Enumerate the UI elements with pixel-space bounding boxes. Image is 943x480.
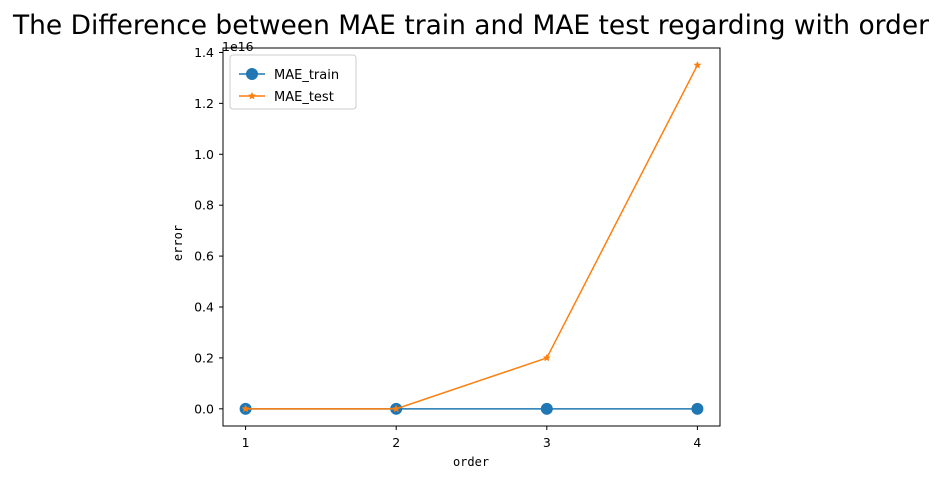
x-tick-label: 4 (693, 435, 701, 450)
data-point-mae-test (693, 60, 702, 69)
data-point-mae-train (540, 402, 553, 415)
x-tick-label: 1 (242, 435, 250, 450)
x-tick-label: 3 (543, 435, 551, 450)
y-tick-label: 1.0 (194, 147, 214, 162)
series-mae-test (241, 60, 702, 413)
y-tick-label: 0.2 (194, 350, 214, 365)
x-axis-label: order (453, 455, 489, 469)
legend-label-mae-test: MAE_test (274, 90, 334, 105)
y-tick-label: 1.4 (194, 45, 214, 60)
data-point-mae-test (392, 404, 401, 413)
legend-marker-mae-train (246, 68, 258, 80)
x-axis-ticks: 1 2 3 4 (242, 426, 701, 450)
y-tick-label: 0.8 (194, 198, 214, 213)
series-layer (239, 60, 704, 415)
chart-title: The Difference between MAE train and MAE… (12, 10, 930, 41)
legend-entry-mae-test: MAE_test (239, 90, 334, 105)
axes-frame (222, 47, 721, 427)
data-point-mae-test (241, 404, 250, 413)
y-tick-label: 0.0 (194, 401, 214, 416)
y-tick-label: 1.2 (194, 96, 214, 111)
y-tick-label: 0.4 (194, 300, 214, 315)
data-point-mae-train (691, 402, 704, 415)
plot-area (222, 47, 721, 427)
y-axis-label: error (171, 225, 185, 261)
legend: MAE_train MAE_test (229, 54, 357, 110)
series-line-mae-test (245, 64, 699, 410)
y-tick-label: 0.6 (194, 249, 214, 264)
y-offset-label: 1e16 (222, 39, 254, 54)
legend-marker-mae-test (247, 91, 257, 100)
x-tick-label: 2 (392, 435, 400, 450)
y-axis-ticks: 0.0 0.2 0.4 0.6 0.8 1.0 1.2 1.4 (194, 45, 223, 416)
legend-label-mae-train: MAE_train (274, 68, 339, 83)
data-point-mae-test (542, 353, 551, 362)
legend-entry-mae-train: MAE_train (239, 68, 339, 83)
